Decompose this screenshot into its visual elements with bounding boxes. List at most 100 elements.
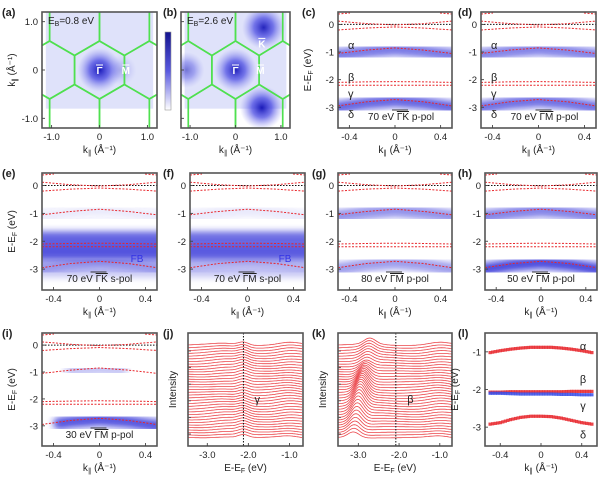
energy-annotation-rest: =0.8 eV xyxy=(59,16,94,27)
band-point-3 xyxy=(508,418,513,422)
calculated-band xyxy=(42,417,157,425)
edc-spectrum xyxy=(188,351,303,357)
x-axis-label-main: k xyxy=(378,307,384,318)
edc-spectrum xyxy=(188,375,303,380)
x-axis-label-sub: ∥ xyxy=(383,311,387,319)
band-point-2 xyxy=(513,392,518,396)
panel-a: Γ MEB=0.8 eV-1.0 0 1.01.00-1.0k∥ (Å⁻¹)k∥ (Å… xyxy=(2,7,158,157)
x-axis-label-rest: (eV) xyxy=(395,463,417,474)
band-point-3 xyxy=(519,415,523,419)
edc-spectrum xyxy=(188,359,303,365)
band-label: β xyxy=(491,72,497,84)
band-point-0 xyxy=(577,348,581,352)
edc-spectrum xyxy=(188,392,303,397)
x-axis-label-rest: (Å⁻¹) xyxy=(239,305,264,318)
band-point-0 xyxy=(544,345,548,349)
x-tick-label: -1.0 xyxy=(432,450,448,461)
energy-annotation-main: E xyxy=(187,16,194,27)
band-point-3 xyxy=(506,418,510,422)
calculated-band xyxy=(338,181,452,187)
plot-frame xyxy=(187,332,304,447)
plot-area: FB xyxy=(42,173,157,290)
band-point-1 xyxy=(511,390,515,394)
y-tick-label: -2 xyxy=(30,237,38,248)
band-point-3 xyxy=(513,416,518,421)
edc-spectrum xyxy=(188,341,303,346)
edc-spectrum xyxy=(188,369,303,375)
band-point-0 xyxy=(521,346,525,350)
band-point-2 xyxy=(516,392,520,396)
band-point-1 xyxy=(506,390,510,394)
panel-label: (f) xyxy=(163,168,174,180)
x-tick-label: 0 xyxy=(97,132,102,143)
band-point-2 xyxy=(562,392,566,396)
measurement-condition: 30 eV ΓM p-pol xyxy=(66,430,134,441)
band-point-0 xyxy=(575,348,579,352)
calculated-band xyxy=(485,260,597,269)
calculated-band xyxy=(190,260,305,269)
band-point-1 xyxy=(587,389,591,393)
y-tick-label: -3 xyxy=(178,265,186,276)
x-axis-label-main: k xyxy=(83,307,89,318)
x-tick-label: -0.4 xyxy=(45,450,61,461)
x-tick-label: 0 xyxy=(392,294,397,305)
band-point-1 xyxy=(559,390,563,394)
edc-spectrum xyxy=(188,402,303,407)
band-point-2 xyxy=(559,392,563,396)
band-point-2 xyxy=(488,391,492,395)
x-axis-label: k∥ (Å⁻¹) xyxy=(378,143,411,157)
flat-band-label: FB xyxy=(279,254,292,265)
x-axis-label: k∥ (Å⁻¹) xyxy=(83,143,116,157)
y-axis-label-rest: (Å⁻¹) xyxy=(5,53,18,78)
edc-spectrum xyxy=(338,376,452,394)
band-point-2 xyxy=(524,392,528,396)
band-label: β xyxy=(348,72,354,84)
band-point-0 xyxy=(554,346,558,350)
band-intensity xyxy=(64,363,128,378)
y-tick-label: -2 xyxy=(473,385,481,396)
band-point-0 xyxy=(493,350,497,354)
band-point-1 xyxy=(516,390,520,394)
x-axis-label: k∥ (Å⁻¹) xyxy=(83,305,116,319)
x-axis-label-main: k xyxy=(219,145,225,156)
band-point-1 xyxy=(580,389,584,393)
edc-spectrum xyxy=(188,343,303,349)
band-point-2 xyxy=(498,391,502,395)
x-tick-label: -0.4 xyxy=(488,294,504,305)
y-tick-label: -1 xyxy=(473,209,481,220)
band-point-3 xyxy=(544,414,548,419)
edc-spectrum xyxy=(188,361,303,368)
edc-spectrum xyxy=(188,420,303,426)
x-axis-label: k∥ (Å⁻¹) xyxy=(378,305,411,319)
measurement-condition: 70 eV ΓM s-pol xyxy=(214,274,281,285)
band-point-1 xyxy=(585,389,589,393)
band-label: γ xyxy=(491,88,497,100)
edc-spectrum xyxy=(188,422,303,429)
edc-spectrum xyxy=(338,340,452,349)
y-tick-label: 0 xyxy=(33,341,38,352)
brillouin-zone-edge xyxy=(48,12,52,13)
band-point-2 xyxy=(577,393,581,397)
band-label: δ xyxy=(348,109,354,121)
calculated-band xyxy=(481,99,596,107)
band-point-0 xyxy=(498,349,502,353)
band-point-0 xyxy=(585,350,589,354)
band-point-2 xyxy=(567,392,571,396)
band-point-2 xyxy=(544,392,548,396)
band-point-1 xyxy=(544,390,548,394)
band-point-1 xyxy=(552,390,556,394)
peak-label: γ xyxy=(255,394,261,406)
intensity-spot xyxy=(242,12,286,50)
edc-spectrum xyxy=(188,414,303,421)
panel-l: α β γ δ -0.4 0 0.4 -1 -2 -3 k∥ (Å⁻¹) E-EF (eV) (l) xyxy=(450,328,598,475)
y-tick-label: -3 xyxy=(469,103,477,114)
direction: ΓK xyxy=(397,112,410,123)
band-intensity xyxy=(481,43,596,61)
x-tick-label: -2.0 xyxy=(240,450,256,461)
x-axis-label-rest: (Å⁻¹) xyxy=(387,305,412,318)
x-axis-label-sub: ∥ xyxy=(529,467,533,475)
y-tick-label: -2 xyxy=(30,394,38,405)
edc-spectrum xyxy=(338,409,452,423)
energy-annotation: EB=0.8 eV xyxy=(48,16,94,28)
